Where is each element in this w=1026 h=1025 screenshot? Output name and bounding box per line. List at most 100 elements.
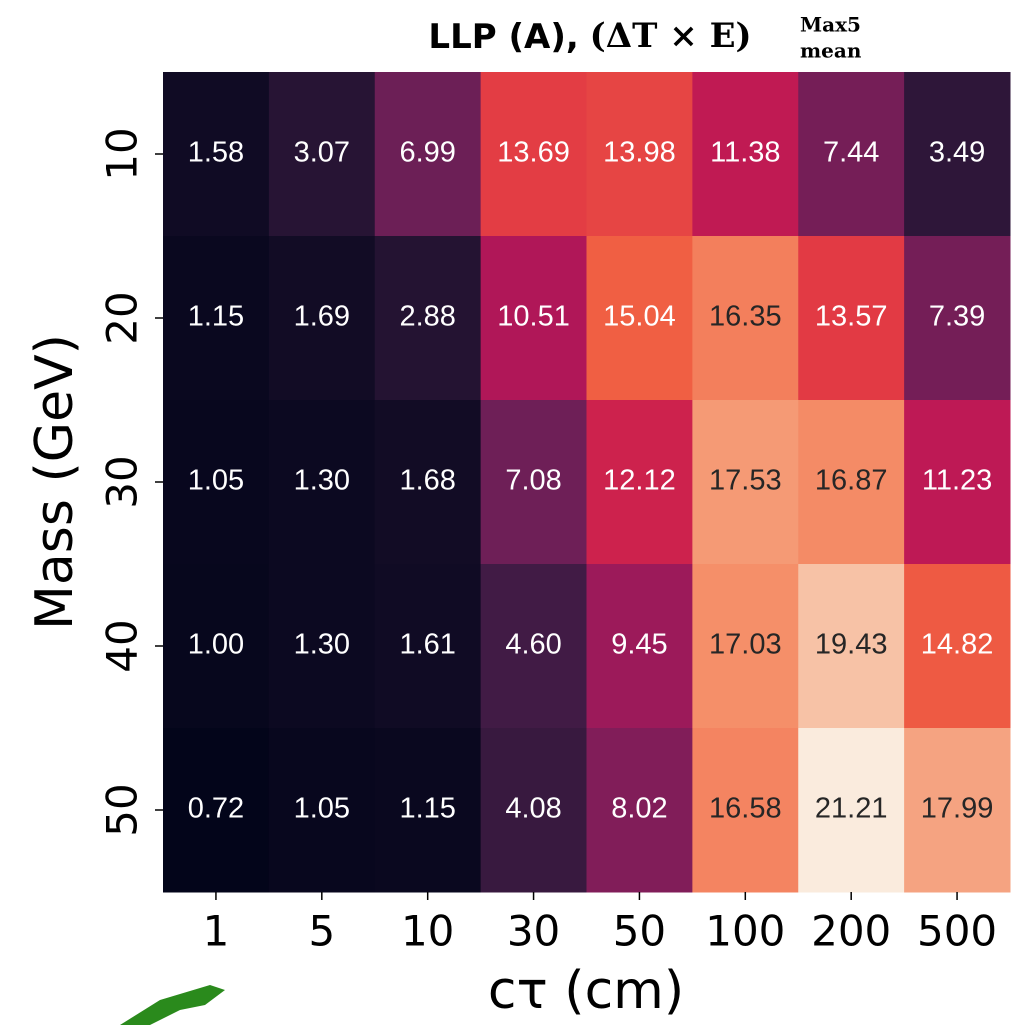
heatmap-cell: [904, 236, 1011, 401]
cell-value-label: 17.99: [921, 793, 994, 825]
heatmap-cell: [163, 236, 270, 401]
x-tick-label: 100: [705, 907, 785, 956]
heatmap-cell: [268, 72, 376, 237]
cell-value-label: 8.02: [611, 793, 667, 825]
heatmap-cell: [904, 728, 1011, 893]
cell-value-label: 15.04: [603, 301, 676, 333]
cell-value-label: 1.61: [399, 629, 455, 661]
heatmap-cell: [374, 564, 482, 729]
cell-value-label: 1.05: [294, 793, 350, 825]
title-math: (ΔT × E): [590, 16, 752, 56]
x-tick-label: 1: [203, 907, 230, 956]
cell-value-label: 13.69: [497, 137, 570, 169]
cell-value-label: 17.03: [709, 629, 782, 661]
cell-value-label: 6.99: [399, 137, 455, 169]
heatmap-cell: [480, 728, 587, 893]
heatmap-cell: [904, 72, 1011, 237]
cell-value-label: 3.49: [929, 137, 985, 169]
cell-value-label: 17.53: [709, 465, 782, 497]
cell-value-label: 1.68: [399, 465, 455, 497]
heatmap-cell: [374, 72, 482, 237]
heatmap-cell: [798, 236, 905, 401]
cell-value-label: 13.98: [603, 137, 676, 169]
heatmap-cell: [374, 236, 482, 401]
heatmap-cell: [268, 400, 376, 565]
title-main: LLP (A),: [428, 17, 578, 57]
cell-value-label: 1.15: [188, 301, 244, 333]
heatmap-cell: [163, 72, 270, 237]
cell-value-label: 1.05: [188, 465, 244, 497]
x-tick-label: 10: [401, 907, 454, 956]
heatmap-cell: [692, 236, 799, 401]
heatmap-cell: [163, 400, 270, 565]
green-scribble: [120, 985, 225, 1025]
cell-value-label: 3.07: [294, 137, 350, 169]
heatmap-cell: [268, 564, 376, 729]
cell-value-label: 16.87: [815, 465, 888, 497]
heatmap-cell: [904, 400, 1011, 565]
y-tick-label: 30: [98, 455, 147, 508]
cell-value-label: 1.58: [188, 137, 244, 169]
heatmap-cell: [692, 728, 799, 893]
cell-value-label: 1.30: [294, 465, 350, 497]
heatmap-cell: [798, 72, 905, 237]
x-tick-label: 50: [613, 907, 666, 956]
cell-value-label: 19.43: [815, 629, 888, 661]
x-tick-label: 200: [811, 907, 891, 956]
cell-value-label: 1.15: [399, 793, 455, 825]
x-tick-label: 30: [507, 907, 560, 956]
cell-value-label: 0.72: [188, 793, 244, 825]
heatmap-cell: [798, 728, 905, 893]
heatmap-cell: [586, 72, 693, 237]
cell-value-label: 1.30: [294, 629, 350, 661]
cell-value-label: 7.44: [823, 137, 879, 169]
title-subscript: mean: [800, 39, 862, 63]
title-superscript: Max5: [800, 13, 861, 37]
cell-value-label: 7.08: [505, 465, 561, 497]
cell-value-label: 1.69: [294, 301, 350, 333]
cell-value-label: 11.38: [710, 137, 780, 169]
x-tick-label: 5: [308, 907, 335, 956]
cell-value-label: 2.88: [399, 301, 455, 333]
heatmap: [163, 72, 1011, 893]
heatmap-cell: [586, 400, 693, 565]
heatmap-cell: [904, 564, 1011, 729]
heatmap-cell: [586, 728, 693, 893]
heatmap-cell: [268, 728, 376, 893]
cell-value-label: 11.23: [922, 465, 992, 497]
cell-value-label: 4.60: [505, 629, 561, 661]
heatmap-cell: [798, 564, 905, 729]
heatmap-cell: [798, 400, 905, 565]
cell-value-label: 10.51: [497, 301, 570, 333]
heatmap-cell: [163, 728, 270, 893]
x-tick-label: 500: [917, 907, 997, 956]
heatmap-cell: [586, 564, 693, 729]
cell-value-label: 4.08: [505, 793, 561, 825]
heatmap-cell: [374, 400, 482, 565]
heatmap-cell: [692, 72, 799, 237]
y-tick-label: 10: [98, 127, 147, 180]
cell-value-label: 16.35: [709, 301, 782, 333]
heatmap-cell: [480, 400, 587, 565]
cell-value-label: 14.82: [921, 629, 994, 661]
cell-value-label: 9.45: [611, 629, 667, 661]
heatmap-cell: [374, 728, 482, 893]
cell-value-label: 16.58: [709, 793, 782, 825]
heatmap-cell: [480, 564, 587, 729]
heatmap-cell: [586, 236, 693, 401]
heatmap-cell: [480, 72, 587, 237]
y-tick-label: 50: [98, 783, 147, 836]
cell-value-label: 1.00: [188, 629, 244, 661]
heatmap-cell: [480, 236, 587, 401]
cell-value-label: 12.12: [603, 465, 676, 497]
heatmap-cell: [163, 564, 270, 729]
heatmap-cell: [268, 236, 376, 401]
cell-value-label: 13.57: [815, 301, 888, 333]
y-tick-label: 20: [98, 291, 147, 344]
y-tick-label: 40: [98, 619, 147, 672]
cell-value-label: 21.21: [815, 793, 888, 825]
chart-title: LLP (A), (ΔT × E): [428, 16, 751, 57]
heatmap-cell: [692, 400, 799, 565]
